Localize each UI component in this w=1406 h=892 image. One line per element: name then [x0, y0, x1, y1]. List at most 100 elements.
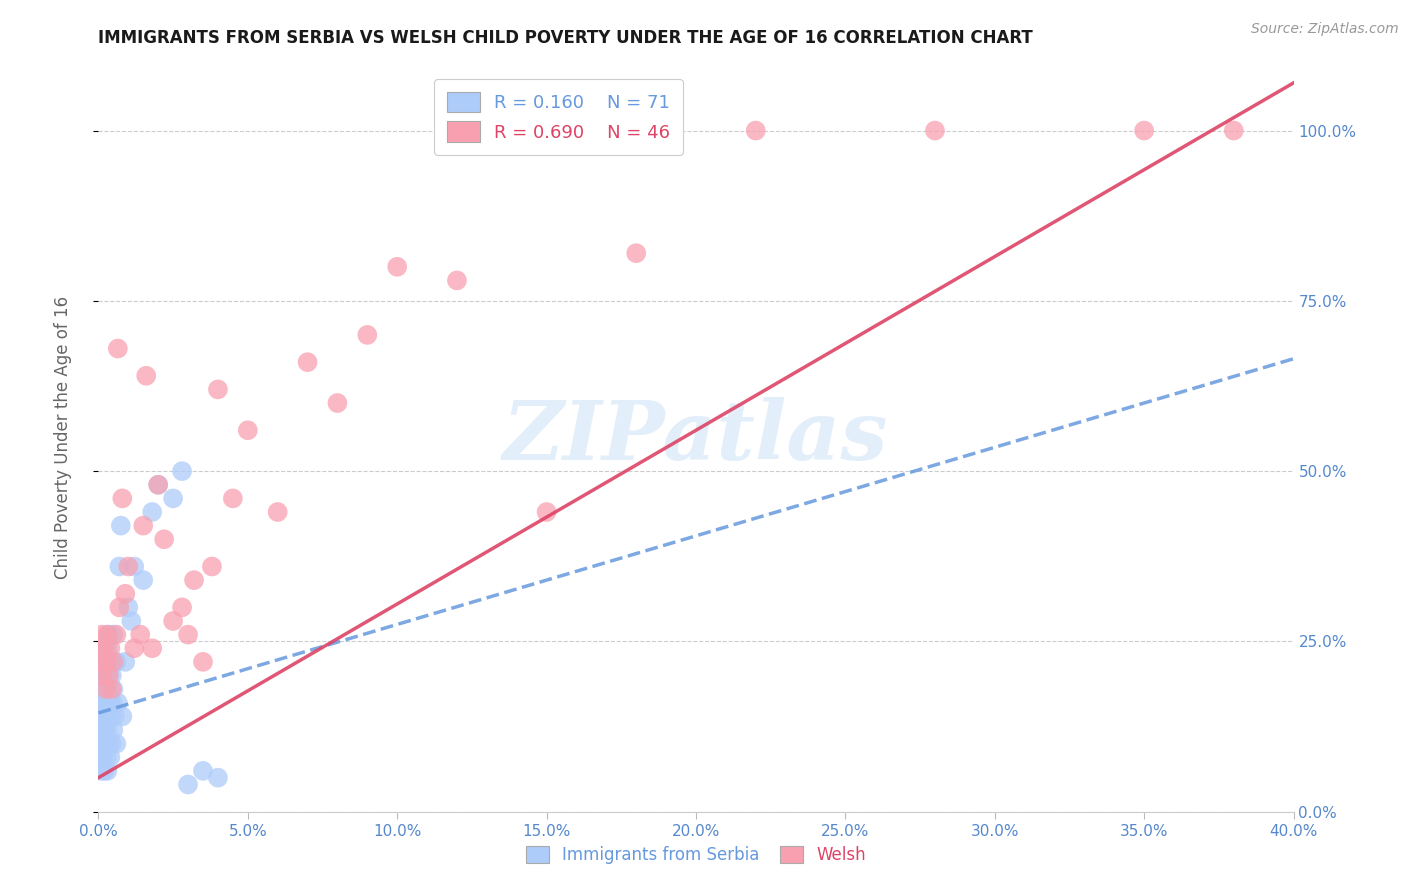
Point	[91, 750, 114, 764]
Point	[191, 764, 214, 778]
Point	[132, 573, 155, 587]
Point	[89, 682, 111, 697]
Point	[385, 260, 409, 274]
Point	[222, 491, 245, 506]
Point	[626, 246, 648, 260]
Point	[98, 641, 122, 656]
Point	[201, 559, 224, 574]
Point	[90, 737, 112, 751]
Point	[93, 709, 115, 723]
Point	[98, 696, 121, 710]
Point	[183, 573, 205, 587]
Point	[97, 668, 120, 682]
Point	[105, 655, 128, 669]
Point	[326, 396, 349, 410]
Point	[96, 764, 118, 778]
Point	[91, 668, 114, 682]
Point	[100, 709, 122, 723]
Point	[96, 627, 118, 641]
Point	[108, 559, 131, 574]
Point	[172, 600, 194, 615]
Point	[101, 737, 124, 751]
Point	[96, 682, 118, 697]
Point	[91, 655, 114, 669]
Point	[98, 696, 122, 710]
Point	[91, 737, 114, 751]
Point	[94, 737, 117, 751]
Point	[141, 505, 163, 519]
Point	[94, 682, 117, 697]
Point	[90, 750, 112, 764]
Point	[1133, 123, 1156, 137]
Point	[177, 627, 200, 641]
Point	[94, 696, 117, 710]
Point	[101, 668, 124, 682]
Point	[91, 709, 114, 723]
Point	[177, 777, 200, 791]
Point	[91, 696, 114, 710]
Point	[132, 518, 155, 533]
Point	[104, 655, 127, 669]
Point	[162, 491, 184, 506]
Point	[90, 764, 112, 778]
Point	[104, 709, 127, 723]
Point	[103, 655, 125, 669]
Point	[536, 505, 558, 519]
Point	[356, 327, 378, 342]
Point	[924, 123, 946, 137]
Point	[91, 627, 114, 641]
Point	[745, 123, 768, 137]
Point	[117, 600, 139, 615]
Point	[94, 668, 117, 682]
Point	[89, 709, 111, 723]
Point	[96, 641, 118, 656]
Point	[110, 518, 132, 533]
Point	[97, 709, 120, 723]
Point	[96, 723, 118, 737]
Point	[124, 559, 146, 574]
Point	[90, 668, 112, 682]
Point	[96, 682, 118, 697]
Point	[93, 655, 115, 669]
Point	[98, 750, 122, 764]
Point	[129, 627, 152, 641]
Point	[172, 464, 194, 478]
Point	[96, 655, 118, 669]
Point	[93, 641, 115, 656]
Point	[89, 737, 111, 751]
Point	[207, 383, 229, 397]
Point	[114, 655, 136, 669]
Point	[97, 737, 120, 751]
Point	[153, 533, 176, 547]
Point	[90, 696, 112, 710]
Point	[91, 723, 114, 737]
Point	[90, 641, 112, 656]
Point	[148, 477, 170, 491]
Point	[267, 505, 290, 519]
Text: ZIPatlas: ZIPatlas	[503, 397, 889, 477]
Point	[1223, 123, 1246, 137]
Point	[105, 627, 128, 641]
Point	[107, 342, 129, 356]
Point	[101, 682, 124, 697]
Point	[93, 737, 115, 751]
Point	[191, 655, 214, 669]
Point	[117, 559, 139, 574]
Point	[162, 614, 184, 628]
Point	[97, 668, 120, 682]
Point	[101, 696, 124, 710]
Point	[93, 737, 115, 751]
Point	[135, 368, 157, 383]
Point	[93, 655, 115, 669]
Point	[114, 587, 136, 601]
Point	[108, 600, 131, 615]
Point	[90, 709, 112, 723]
Point	[96, 750, 118, 764]
Point	[105, 737, 128, 751]
Point	[94, 655, 117, 669]
Point	[93, 764, 115, 778]
Point	[90, 723, 112, 737]
Text: IMMIGRANTS FROM SERBIA VS WELSH CHILD POVERTY UNDER THE AGE OF 16 CORRELATION CH: IMMIGRANTS FROM SERBIA VS WELSH CHILD PO…	[98, 29, 1033, 47]
Point	[111, 709, 134, 723]
Point	[97, 627, 120, 641]
